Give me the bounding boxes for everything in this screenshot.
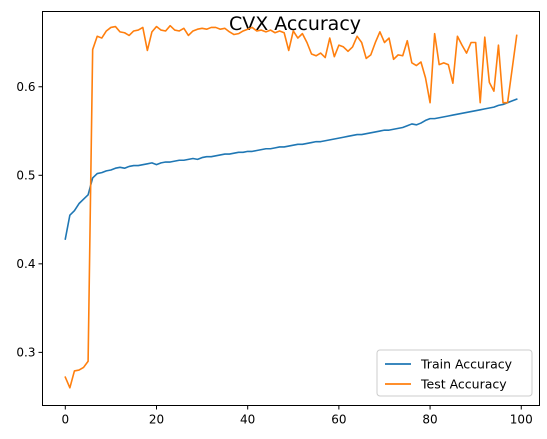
chart-title: CVX Accuracy bbox=[229, 13, 361, 35]
plot-frame bbox=[42, 11, 540, 406]
legend-box bbox=[376, 349, 533, 397]
series-line-test-accuracy bbox=[64, 24, 518, 389]
y-tick-label: 0.3 bbox=[16, 345, 35, 359]
x-tick-label: 100 bbox=[510, 413, 533, 427]
x-tick-label: 40 bbox=[240, 413, 255, 427]
legend-label: Train Accuracy bbox=[420, 357, 513, 372]
x-tick-label: 60 bbox=[331, 413, 346, 427]
x-tick-label: 0 bbox=[61, 413, 69, 427]
x-tick-label: 20 bbox=[149, 413, 164, 427]
series-line-train-accuracy bbox=[64, 98, 518, 240]
legend: Train Accuracy Test Accuracy bbox=[376, 349, 533, 397]
y-tick-label: 0.6 bbox=[16, 80, 35, 94]
x-tick-label: 80 bbox=[422, 413, 437, 427]
axes-group: 0 20 40 60 80 100 0.3 0.4 0.5 0.6 bbox=[16, 80, 532, 427]
y-tick-label: 0.4 bbox=[16, 257, 35, 271]
legend-label: Test Accuracy bbox=[420, 377, 507, 392]
y-tick-label: 0.5 bbox=[16, 168, 35, 182]
series-group bbox=[64, 24, 518, 389]
